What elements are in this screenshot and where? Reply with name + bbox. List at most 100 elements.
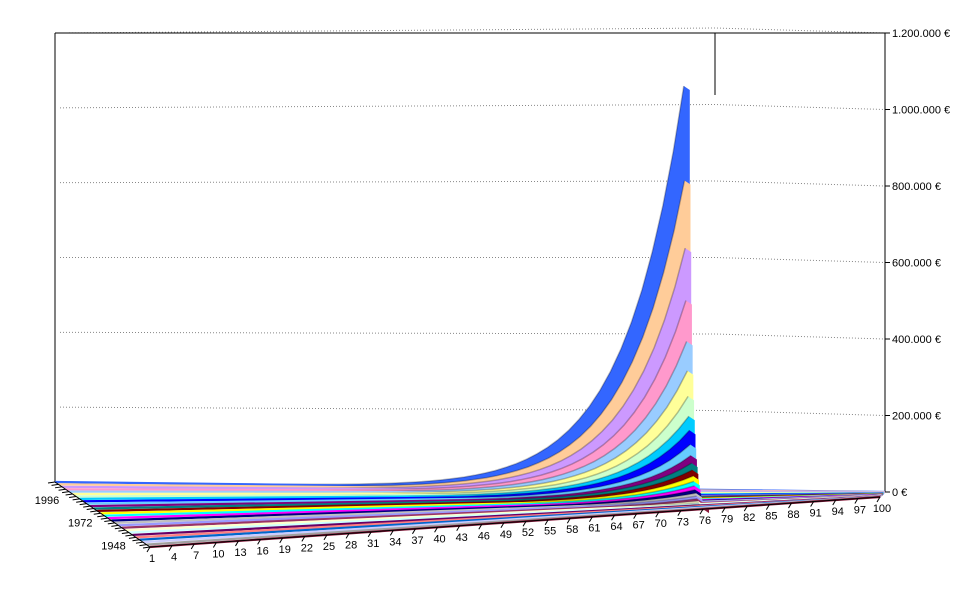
x-tick [500,522,505,529]
series-ribbon [69,341,885,493]
y-tick-label: 400.000 € [892,334,941,346]
x-tick [876,496,881,503]
x-tick-label: 46 [478,530,490,542]
x-tick [456,525,461,532]
x-tick [655,511,660,518]
series-ribbons [54,85,886,549]
x-tick [257,539,262,545]
depth-tick [142,546,151,549]
x-tick-label: 79 [721,514,733,526]
depth-tick [93,512,101,515]
x-tick-label: 52 [522,527,534,539]
y-tick-label: 200.000 € [892,411,941,423]
x-tick [146,546,151,553]
x-tick-label: 28 [345,539,357,551]
x-tick-label: 25 [323,541,335,553]
depth-tick [118,529,126,532]
x-tick [389,530,394,536]
chart-walls [54,32,886,492]
depth-tick [125,534,133,537]
gridline [59,103,886,110]
x-tick [699,508,704,515]
x-tick [323,534,328,541]
x-tick-label: 31 [367,538,379,550]
x-tick-label: 64 [610,521,622,533]
x-tick [677,510,682,516]
x-tick-label: 40 [433,533,445,545]
gridline [59,180,886,187]
x-tick [168,545,173,551]
x-tick-label: 1 [149,553,155,565]
x-tick-label: 13 [234,547,246,559]
x-tick-label: 73 [677,517,689,529]
x-tick-label: 4 [171,551,177,563]
y-tick-label: 1.200.000 € [892,28,950,40]
depth-tick [139,544,147,547]
x-tick-label: 19 [279,544,291,556]
x-axis-line [149,496,881,548]
x-tick [190,543,195,550]
gridline [59,331,886,340]
y-tick-label: 600.000 € [892,258,941,270]
depth-tick-label: 1948 [101,540,125,552]
x-tick [832,499,837,506]
depth-tick [132,539,140,542]
depth-axis: 1948 1972 1996 [35,481,151,552]
depth-tick [135,541,144,544]
x-tick-label: 7 [193,550,199,562]
x-tick [633,513,638,519]
x-tick-label: 16 [256,545,268,557]
gridline [59,406,886,416]
depth-tick [114,527,122,530]
x-tick-label: 58 [566,524,578,536]
x-tick [412,528,416,535]
depth-tick [72,498,80,501]
x-tick [611,514,615,521]
depth-tick [111,524,119,527]
y-tick-label: 0 € [892,487,907,499]
x-axis: 1 4 7 10 13 16 19 22 25 28 31 34 37 40 43 46 49 52 55 58 61 6… [146,496,891,565]
series-ribbon [62,248,885,493]
x-tick [434,527,439,533]
depth-tick [97,515,105,518]
x-tick [345,533,350,539]
x-tick [566,517,571,524]
x-tick [478,524,483,530]
depth-tick [58,488,66,491]
depth-tick [54,486,63,489]
depth-tick [76,500,84,503]
x-tick [854,498,859,504]
series-ribbon [58,180,885,493]
depth-axis-line [54,481,151,548]
y-axis: 0 € 200.000 € 400.000 € 600.000 € 800.000 € 1… [885,28,950,499]
x-tick-label: 76 [699,515,711,527]
x-tick-label: 97 [854,505,866,517]
y-tick-label: 800.000 € [892,181,941,193]
depth-tick [69,495,77,498]
depth-tick [128,536,136,539]
x-tick-label: 37 [411,535,423,547]
depth-tick-label: 1996 [35,495,59,507]
depth-tick [62,491,70,494]
x-tick-label: 82 [743,512,755,524]
depth-tick-label: 1972 [68,518,92,530]
x-tick-label: 34 [389,536,401,548]
depth-tick [121,532,129,535]
x-tick-label: 10 [212,548,224,560]
x-tick [367,531,372,538]
depth-tick [51,483,59,486]
depth-tick [79,503,87,506]
depth-tick [107,522,115,525]
x-tick-label: 94 [832,506,844,518]
depth-tick [100,517,108,520]
x-tick [279,537,284,544]
x-tick-label: 49 [500,529,512,541]
depth-tick [104,520,112,523]
x-tick [235,540,239,547]
x-tick-label: 67 [633,520,645,532]
x-tick [544,519,549,525]
gridline [59,27,886,34]
x-tick [721,507,726,513]
x-tick [743,505,748,512]
